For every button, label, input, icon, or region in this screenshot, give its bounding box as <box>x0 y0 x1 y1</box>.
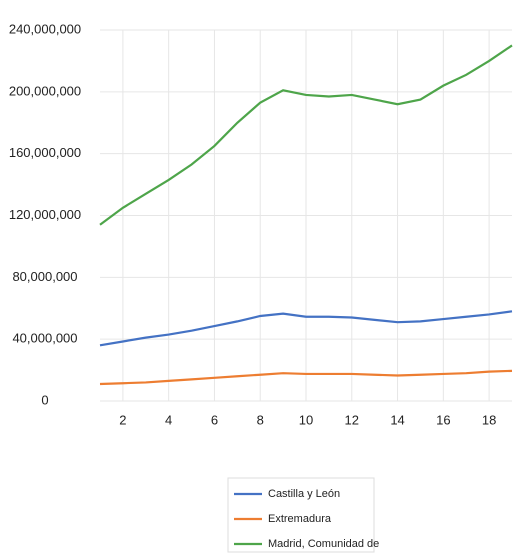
x-tick-label: 2 <box>119 412 126 427</box>
legend-label: Extremadura <box>268 513 332 525</box>
y-tick-label: 160,000,000 <box>9 145 81 160</box>
x-tick-label: 18 <box>482 412 496 427</box>
x-tick-label: 6 <box>211 412 218 427</box>
y-tick-label: 40,000,000 <box>12 331 77 346</box>
y-tick-label: 240,000,000 <box>9 21 81 36</box>
x-tick-label: 4 <box>165 412 172 427</box>
legend: Castilla y León Extremadura Madrid, Comuni… <box>234 488 379 550</box>
x-tick-label: 10 <box>299 412 313 427</box>
x-tick-label: 12 <box>345 412 359 427</box>
legend-label: Castilla y León <box>268 488 340 500</box>
legend-box <box>227 477 375 553</box>
series-line <box>99 44 513 226</box>
y-tick-label: 80,000,000 <box>12 269 77 284</box>
legend-label: Madrid, Comunidad de <box>268 538 379 550</box>
x-tick-label: 8 <box>257 412 264 427</box>
series-line <box>99 369 513 386</box>
y-tick-label: 0 <box>41 392 48 407</box>
series-line <box>99 310 513 347</box>
x-tick-label: 14 <box>390 412 404 427</box>
y-tick-label: 200,000,000 <box>9 83 81 98</box>
x-tick-label: 16 <box>436 412 450 427</box>
y-tick-label: 120,000,000 <box>9 207 81 222</box>
